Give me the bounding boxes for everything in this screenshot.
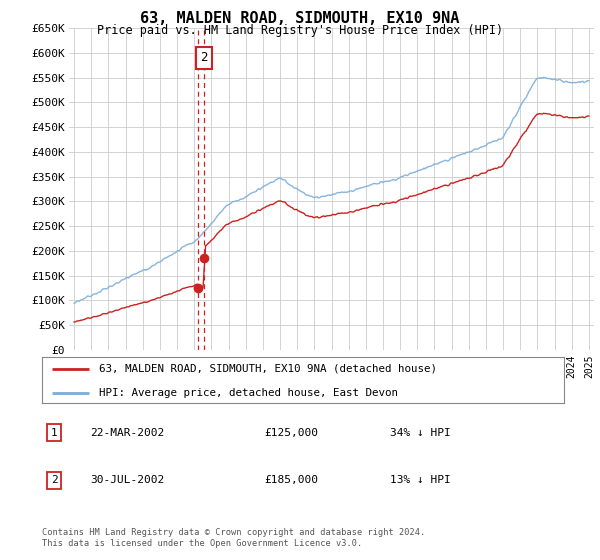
Text: 22-MAR-2002: 22-MAR-2002 (90, 428, 164, 437)
Text: 63, MALDEN ROAD, SIDMOUTH, EX10 9NA (detached house): 63, MALDEN ROAD, SIDMOUTH, EX10 9NA (det… (100, 364, 437, 374)
Text: £185,000: £185,000 (264, 475, 318, 485)
Text: HPI: Average price, detached house, East Devon: HPI: Average price, detached house, East… (100, 388, 398, 398)
Text: 2: 2 (50, 475, 58, 485)
Text: 1: 1 (50, 428, 58, 437)
Text: 13% ↓ HPI: 13% ↓ HPI (390, 475, 451, 485)
Text: Contains HM Land Registry data © Crown copyright and database right 2024.
This d: Contains HM Land Registry data © Crown c… (42, 528, 425, 548)
Text: 2: 2 (200, 51, 208, 64)
Text: 30-JUL-2002: 30-JUL-2002 (90, 475, 164, 485)
Text: Price paid vs. HM Land Registry's House Price Index (HPI): Price paid vs. HM Land Registry's House … (97, 24, 503, 37)
Text: 34% ↓ HPI: 34% ↓ HPI (390, 428, 451, 437)
Text: £125,000: £125,000 (264, 428, 318, 437)
Text: 63, MALDEN ROAD, SIDMOUTH, EX10 9NA: 63, MALDEN ROAD, SIDMOUTH, EX10 9NA (140, 11, 460, 26)
